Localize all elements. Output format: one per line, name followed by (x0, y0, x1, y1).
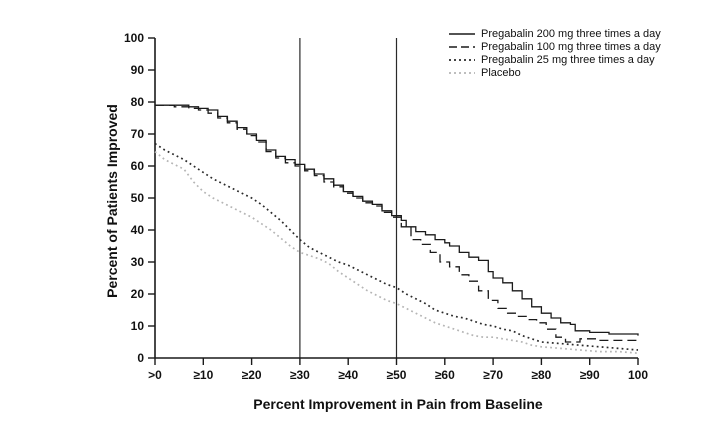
y-tick-label: 10 (131, 319, 145, 333)
x-tick-label: 100 (628, 368, 648, 382)
legend-label: Pregabalin 200 mg three times a day (481, 27, 661, 40)
legend-marker-solid-icon (449, 32, 475, 35)
legend-label: Placebo (481, 66, 521, 79)
y-tick-label: 90 (131, 63, 145, 77)
y-tick-label: 50 (131, 191, 145, 205)
x-tick-label: ≥20 (242, 368, 262, 382)
x-tick-label: ≥10 (193, 368, 213, 382)
y-tick-label: 20 (131, 287, 145, 301)
legend-item-placebo: Placebo (448, 66, 661, 79)
legend-label: Pregabalin 100 mg three times a day (481, 40, 661, 53)
x-tick-label: ≥80 (531, 368, 551, 382)
x-tick-label: >0 (148, 368, 162, 382)
series-line-pregabalin-100-mg-three-times-a-day (155, 104, 639, 343)
x-tick-label: ≥60 (435, 368, 455, 382)
y-tick-label: 80 (131, 95, 145, 109)
legend-label: Pregabalin 25 mg three times a day (481, 53, 655, 66)
y-tick-label: 0 (137, 351, 144, 365)
x-tick-label: ≥40 (338, 368, 358, 382)
legend-item-pregabalin-100-mg-three-times-a-day: Pregabalin 100 mg three times a day (448, 40, 661, 53)
x-axis-title: Percent Improvement in Pain from Baselin… (253, 396, 543, 412)
legend-marker-dotted-icon (449, 58, 475, 61)
legend-item-pregabalin-200-mg-three-times-a-day: Pregabalin 200 mg three times a day (448, 27, 661, 40)
x-tick-label: ≥30 (290, 368, 310, 382)
y-tick-label: 70 (131, 127, 145, 141)
series-line-pregabalin-200-mg-three-times-a-day (155, 104, 639, 336)
x-tick-label: ≥90 (580, 368, 600, 382)
legend-item-pregabalin-25-mg-three-times-a-day: Pregabalin 25 mg three times a day (448, 53, 661, 66)
y-tick-label: 40 (131, 223, 145, 237)
y-tick-label: 30 (131, 255, 145, 269)
x-tick-label: ≥70 (483, 368, 503, 382)
y-tick-label: 60 (131, 159, 145, 173)
y-tick-label: 100 (124, 31, 144, 45)
legend-marker-dashed-icon (449, 45, 475, 48)
series-line-placebo (154, 150, 639, 355)
x-tick-label: ≥50 (387, 368, 407, 382)
legend-marker-dotted-icon (449, 71, 475, 74)
legend: Pregabalin 200 mg three times a day Prega… (448, 27, 661, 79)
